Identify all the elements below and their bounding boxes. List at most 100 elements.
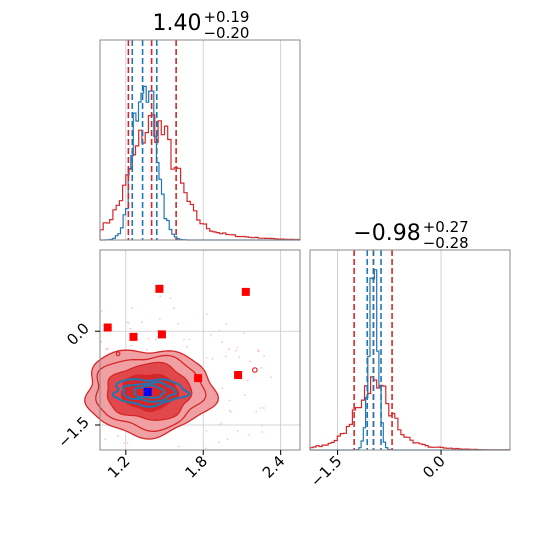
hist2-title-plus: +0.27 [423, 218, 469, 236]
scatter-point [260, 366, 263, 369]
hist1-title-minus: −0.20 [203, 24, 249, 42]
scatter-point [259, 407, 262, 409]
scatter-point [205, 430, 208, 432]
scatter-point [270, 376, 272, 379]
scatter-point [235, 349, 237, 352]
scatter-point [159, 295, 162, 298]
scatter-point [123, 442, 126, 444]
blue-square-marker [143, 387, 152, 396]
joint-markers [103, 284, 250, 396]
joint-panel: 1.2 1.8 2.4 0.0 −1.5 [54, 249, 301, 482]
joint-x-ticks: 1.2 1.8 2.4 [104, 450, 288, 482]
scatter-point [255, 410, 258, 413]
scatter-point [145, 348, 148, 351]
scatter-point [100, 310, 103, 312]
red-square-marker [155, 284, 164, 293]
hist2-red-series [309, 376, 511, 451]
scatter-point [263, 407, 265, 409]
red-square-marker [241, 287, 250, 296]
hist2-title-median: −0.98 [353, 221, 420, 246]
scatter-point [236, 346, 239, 349]
scatter-point [243, 331, 245, 334]
scatter-point [177, 445, 180, 448]
scatter-point [130, 344, 133, 347]
scatter-point [205, 356, 208, 359]
hist1-red-series [99, 114, 301, 241]
hist2-title-minus: −0.28 [423, 234, 469, 252]
scatter-point [141, 321, 143, 324]
hist2-grid [337, 250, 442, 450]
scatter-point [183, 338, 185, 341]
hist1-frame [99, 39, 301, 241]
scatter-point [228, 399, 231, 402]
hist1-title-plus: +0.19 [203, 8, 249, 26]
scatter-point [129, 327, 132, 330]
blue-contour-outer [111, 378, 191, 408]
scatter-point [210, 334, 212, 336]
scatter-point [257, 350, 259, 353]
scatter-point [117, 435, 120, 438]
joint-frame [99, 249, 301, 451]
red-contour-island [115, 351, 121, 357]
red-square-marker [194, 374, 203, 383]
hist2-x-tick-label: −1.5 [307, 452, 345, 490]
joint-x-tick-label: 1.8 [181, 452, 211, 482]
hist1-title-median: 1.40 [153, 11, 202, 36]
red-square-marker [129, 332, 138, 341]
scatter-point [238, 356, 241, 359]
scatter-point [169, 297, 172, 300]
hist1-blue-series [100, 85, 300, 241]
hist2-x-ticks: −1.5 0.0 [307, 450, 449, 491]
scatter-point [225, 322, 228, 325]
hist-panel-param2: −1.5 0.0 −0.98 +0.27 −0.28 [307, 218, 511, 491]
scatter-point [147, 337, 150, 340]
scatter-point [217, 441, 220, 443]
scatter-point [211, 358, 214, 360]
scatter-point [206, 313, 208, 316]
scatter-point [226, 438, 229, 441]
red-square-marker [103, 323, 112, 332]
scatter-point [186, 345, 188, 348]
scatter-point [205, 447, 207, 450]
red-square-marker [157, 330, 166, 339]
red-contour-2 [95, 354, 207, 432]
scatter-point [177, 322, 180, 325]
scatter-point [246, 379, 249, 382]
scatter-point [227, 348, 230, 351]
scatter-point [224, 355, 227, 358]
scatter-point [261, 431, 264, 433]
joint-y-tick-label: 0.0 [63, 319, 93, 349]
hist2-x-tick-label: 0.0 [419, 452, 449, 482]
scatter-point [126, 442, 129, 444]
scatter-point [126, 321, 128, 324]
scatter-point [243, 394, 246, 396]
joint-x-tick-label: 1.2 [104, 452, 134, 482]
scatter-point [154, 338, 157, 341]
scatter-point [221, 341, 224, 343]
hist2-frame [309, 249, 511, 451]
scatter-point [127, 322, 130, 324]
scatter-point [220, 422, 223, 424]
blue-contour-inner [133, 384, 166, 399]
red-square-marker [234, 371, 243, 379]
scatter-point [188, 338, 191, 341]
joint-y-tick-label: −1.5 [54, 413, 92, 451]
hist2-quantile-lines [353, 250, 393, 450]
scatter-point [104, 438, 107, 441]
hist1-quantile-lines [127, 40, 177, 240]
hist-panel-param1: 1.40 +0.19 −0.20 [99, 8, 301, 241]
scatter-point [249, 360, 251, 363]
joint-x-tick-label: 2.4 [259, 452, 289, 482]
scatter-point [173, 307, 175, 310]
joint-contours [84, 349, 258, 440]
scatter-point [248, 433, 251, 436]
scatter-point [257, 349, 260, 351]
scatter-point [263, 354, 265, 357]
scatter-point [131, 306, 133, 309]
scatter-point [236, 430, 239, 432]
red-contour-island [252, 367, 258, 373]
scatter-point [158, 318, 161, 320]
scatter-point [221, 387, 224, 390]
blue-contour-mid [122, 381, 178, 403]
